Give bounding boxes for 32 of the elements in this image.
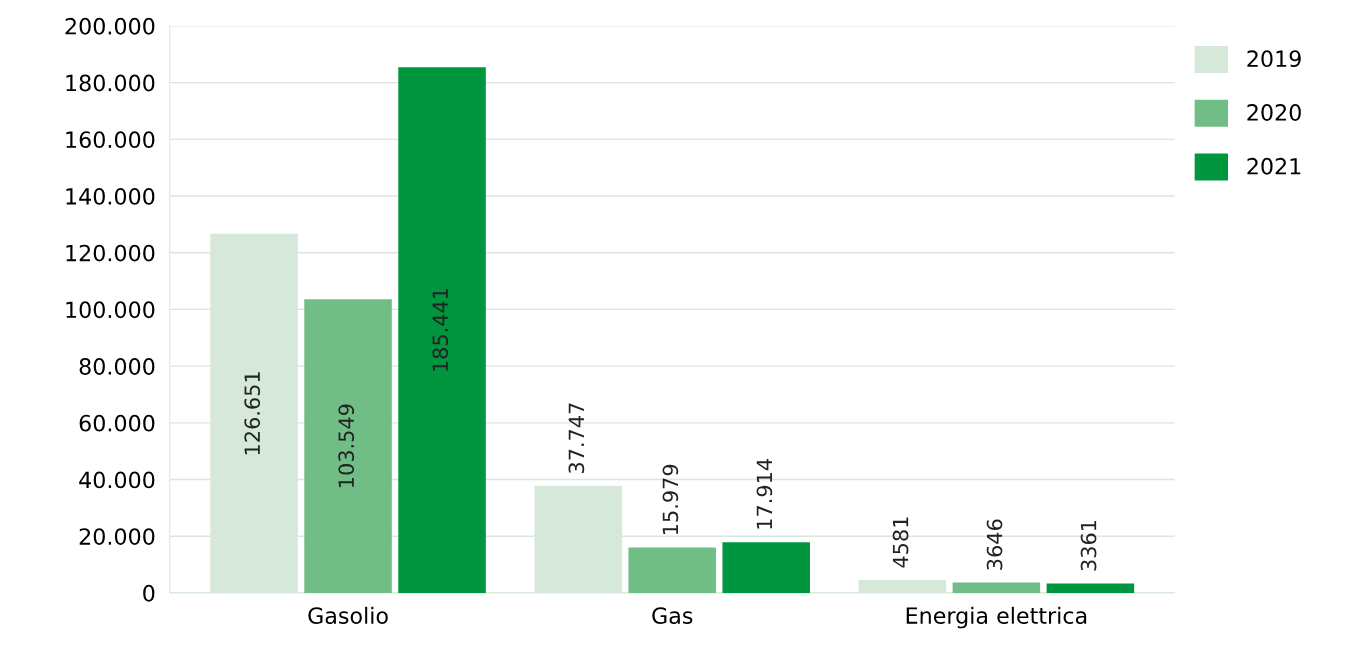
x-tick-label: Energia elettrica (906, 606, 1087, 629)
y-tick-label: 100.000 (66, 301, 155, 319)
data-label: 3646 (986, 519, 1003, 570)
data-label: 3361 (1080, 520, 1097, 571)
data-label: 4581 (892, 517, 909, 568)
y-tick-label: 160.000 (66, 131, 155, 149)
y-tick-label: 200.000 (65, 17, 155, 35)
data-label: 185.441 (432, 288, 449, 371)
legend-label: 2021 (1247, 157, 1301, 175)
y-tick-label: 180.000 (66, 74, 155, 92)
bar (398, 67, 486, 593)
bar (1046, 583, 1135, 593)
y-tick-label: 140.000 (66, 187, 155, 205)
bar (628, 547, 716, 593)
data-label: 103.549 (338, 404, 355, 487)
bar (304, 299, 392, 593)
bar (722, 542, 810, 593)
y-tick-label: 20.000 (79, 528, 155, 545)
data-label: 37.747 (568, 403, 585, 473)
y-tick-label: 0 (143, 584, 155, 602)
y-tick-label: 80.000 (79, 358, 155, 375)
data-label: 17.914 (756, 459, 773, 529)
y-tick-label: 60.000 (79, 414, 155, 432)
y-tick-label: 120.000 (66, 244, 155, 262)
x-tick-label: Gasolio (308, 606, 388, 625)
data-label: 126.651 (244, 372, 261, 455)
y-tick-label: 40.000 (79, 471, 155, 489)
bar (952, 582, 1041, 593)
legend-label: 2020 (1247, 104, 1301, 121)
legend-label: 2019 (1247, 50, 1301, 68)
x-tick-label: Gas (652, 607, 693, 625)
data-label: 15.979 (662, 464, 679, 534)
